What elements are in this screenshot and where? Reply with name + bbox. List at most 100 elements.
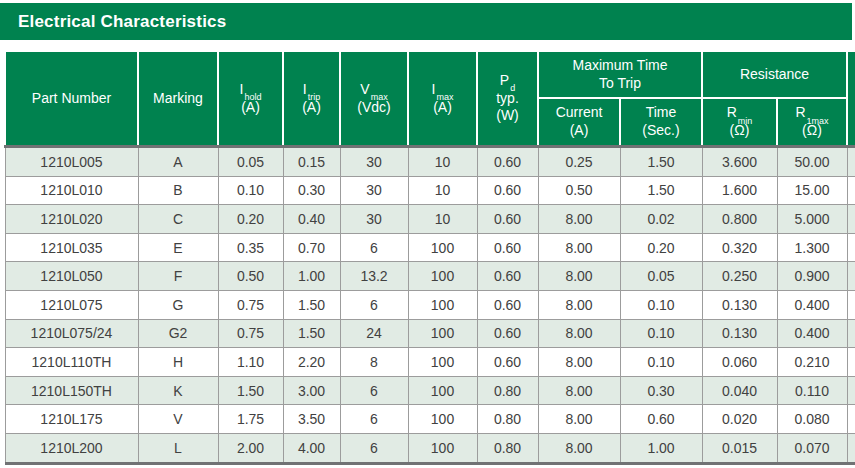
cell-v-max: 30 — [340, 205, 408, 234]
cell-marking: F — [138, 262, 218, 291]
cell-r-min: 3.600 — [702, 147, 777, 177]
cell-i-max: 100 — [408, 233, 477, 262]
p-d-symbol: Pd — [478, 72, 537, 90]
r-1max-subscript: 1max — [807, 116, 829, 126]
resistance-label: Resistance — [740, 66, 809, 82]
cell-r-min: 0.130 — [702, 290, 777, 319]
cell-trip-time: 0.10 — [620, 319, 702, 348]
cropped-edge-cell — [847, 147, 855, 177]
cell-trip-time: 0.10 — [620, 348, 702, 377]
p-d-typ: typ. — [478, 90, 537, 108]
cell-i-trip: 3.50 — [283, 405, 340, 434]
cell-marking: K — [138, 376, 218, 405]
cell-trip-time: 0.05 — [620, 262, 702, 291]
cropped-edge-column — [847, 51, 855, 147]
cell-part-number: 1210L075 — [5, 290, 138, 319]
cell-i-trip: 3.00 — [283, 376, 340, 405]
table-row: 1210L200 L 2.00 4.00 6 100 0.80 8.00 1.0… — [5, 433, 855, 463]
table-row: 1210L005 A 0.05 0.15 30 10 0.60 0.25 1.5… — [5, 147, 855, 177]
cell-i-hold: 0.10 — [218, 176, 283, 205]
cell-i-max: 10 — [408, 147, 477, 177]
cell-r-min: 0.320 — [702, 233, 777, 262]
cell-r-1max: 0.210 — [777, 348, 847, 377]
r-min-subscript: min — [738, 116, 753, 126]
cell-r-min: 0.060 — [702, 348, 777, 377]
cell-v-max: 6 — [340, 433, 408, 463]
cell-r-min: 1.600 — [702, 176, 777, 205]
cell-i-hold: 0.75 — [218, 290, 283, 319]
i-max-subscript: max — [436, 92, 453, 102]
cell-i-hold: 0.20 — [218, 205, 283, 234]
cell-trip-current: 8.00 — [538, 233, 620, 262]
col-header-part-number-label: Part Number — [32, 90, 111, 106]
cell-v-max: 6 — [340, 233, 408, 262]
cell-trip-current: 8.00 — [538, 405, 620, 434]
cell-part-number: 1210L200 — [5, 433, 138, 463]
i-hold-subscript: hold — [244, 92, 261, 102]
cell-v-max: 8 — [340, 348, 408, 377]
cell-i-hold: 0.75 — [218, 319, 283, 348]
table-row: 1210L110TH H 1.10 2.20 8 100 0.60 8.00 0… — [5, 348, 855, 377]
cell-i-hold: 1.50 — [218, 376, 283, 405]
cell-marking: G2 — [138, 319, 218, 348]
cell-part-number: 1210L110TH — [5, 348, 138, 377]
cell-i-max: 10 — [408, 176, 477, 205]
cell-r-1max: 50.00 — [777, 147, 847, 177]
cell-r-1max: 5.000 — [777, 205, 847, 234]
cell-p-d: 0.60 — [477, 290, 538, 319]
cell-r-min: 0.040 — [702, 376, 777, 405]
table-row: 1210L050 F 0.50 1.00 13.2 100 0.60 8.00 … — [5, 262, 855, 291]
cell-i-max: 10 — [408, 205, 477, 234]
p-d-subscript: d — [510, 83, 515, 93]
cell-p-d: 0.80 — [477, 376, 538, 405]
cell-v-max: 30 — [340, 176, 408, 205]
cell-part-number: 1210L075/24 — [5, 319, 138, 348]
v-max-symbol: Vmax — [341, 81, 407, 99]
cell-v-max: 30 — [340, 147, 408, 177]
cell-p-d: 0.60 — [477, 147, 538, 177]
cell-trip-time: 1.50 — [620, 147, 702, 177]
cell-i-hold: 0.35 — [218, 233, 283, 262]
r-min-symbol: Rmin — [703, 104, 776, 122]
cell-trip-current: 8.00 — [538, 319, 620, 348]
cell-p-d: 0.60 — [477, 319, 538, 348]
cell-trip-current: 8.00 — [538, 348, 620, 377]
table-row: 1210L020 C 0.20 0.40 30 10 0.60 8.00 0.0… — [5, 205, 855, 234]
cropped-edge-cell — [847, 205, 855, 234]
cell-r-min: 0.800 — [702, 205, 777, 234]
col-header-trip-current: Current (A) — [538, 98, 620, 147]
cell-i-hold: 1.10 — [218, 348, 283, 377]
cell-i-max: 100 — [408, 376, 477, 405]
cell-r-1max: 0.070 — [777, 433, 847, 463]
cell-r-min: 0.015 — [702, 433, 777, 463]
cell-i-trip: 0.15 — [283, 147, 340, 177]
cell-trip-current: 8.00 — [538, 205, 620, 234]
cell-i-trip: 4.00 — [283, 433, 340, 463]
table-row: 1210L010 B 0.10 0.30 30 10 0.60 0.50 1.5… — [5, 176, 855, 205]
table-header: Part Number Marking Ihold (A) Itrip (A) … — [5, 51, 855, 147]
cell-i-max: 100 — [408, 433, 477, 463]
section-title-bar: Electrical Characteristics — [0, 3, 852, 40]
cell-p-d: 0.60 — [477, 176, 538, 205]
cell-v-max: 6 — [340, 405, 408, 434]
col-header-r-min: Rmin (Ω) — [702, 98, 777, 147]
cell-r-1max: 0.080 — [777, 405, 847, 434]
cell-i-max: 100 — [408, 290, 477, 319]
col-header-p-d: Pd typ. (W) — [477, 51, 538, 147]
cell-v-max: 6 — [340, 290, 408, 319]
cell-i-trip: 0.40 — [283, 205, 340, 234]
cell-r-min: 0.130 — [702, 319, 777, 348]
table-row: 1210L035 E 0.35 0.70 6 100 0.60 8.00 0.2… — [5, 233, 855, 262]
cell-i-max: 100 — [408, 405, 477, 434]
max-time-to-trip-line1: Maximum Time — [539, 57, 701, 75]
cell-trip-current: 8.00 — [538, 433, 620, 463]
cropped-edge-cell — [847, 433, 855, 463]
cell-v-max: 6 — [340, 376, 408, 405]
cell-v-max: 24 — [340, 319, 408, 348]
i-trip-subscript: trip — [308, 92, 321, 102]
col-header-i-hold: Ihold (A) — [218, 51, 283, 147]
cell-trip-time: 0.20 — [620, 233, 702, 262]
trip-time-unit: (Sec.) — [621, 122, 701, 140]
cropped-edge-cell — [847, 376, 855, 405]
group-header-max-time-to-trip: Maximum Time To Trip — [538, 51, 702, 98]
